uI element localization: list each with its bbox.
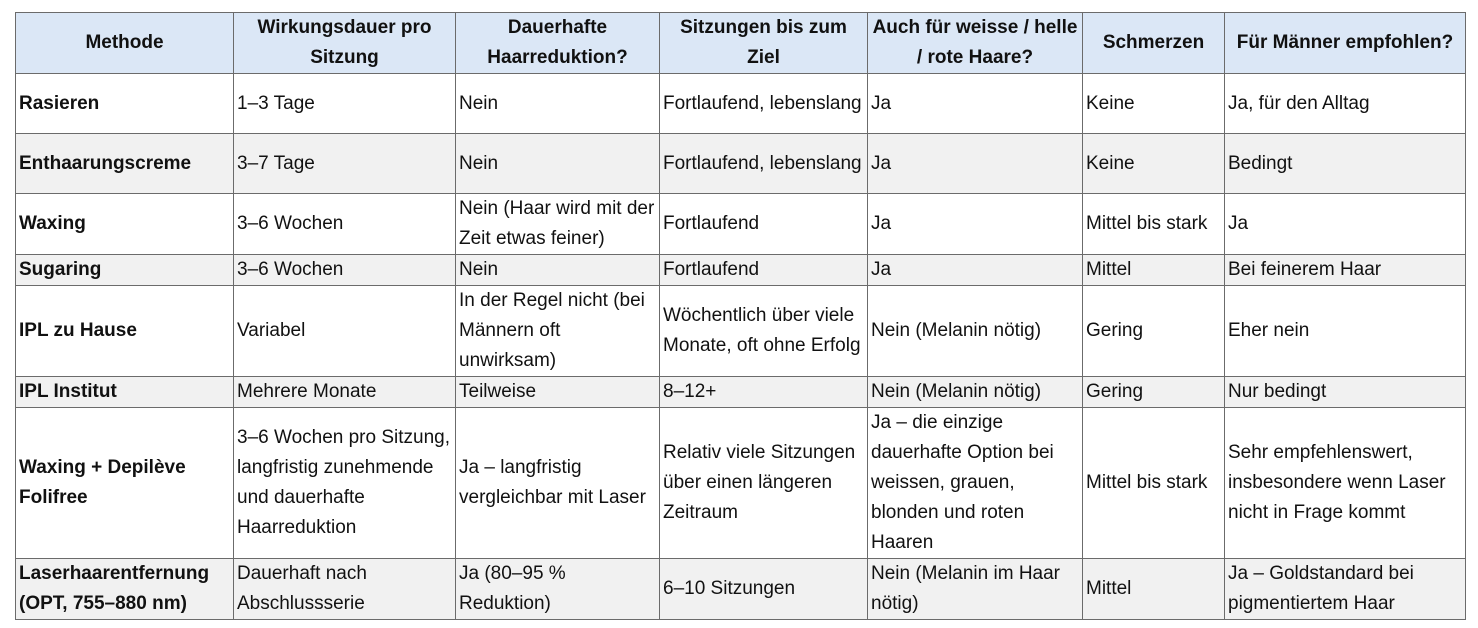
table-row: Waxing 3–6 Wochen Nein (Haar wird mit de… bbox=[15, 193, 1466, 255]
table-cell: Mittel bbox=[1082, 254, 1225, 286]
table-cell: Fortlaufend, lebenslang bbox=[659, 133, 868, 194]
table-row: IPL Institut Mehrere Monate Teilweise 8–… bbox=[15, 376, 1466, 408]
method-cell: Enthaarungscreme bbox=[15, 133, 234, 194]
table-cell: Nein (Haar wird mit der Zeit etwas feine… bbox=[455, 193, 660, 255]
table-cell: Ja bbox=[867, 133, 1083, 194]
table-cell: Mittel bbox=[1082, 558, 1225, 620]
table-cell: Keine bbox=[1082, 73, 1225, 134]
table-cell: Variabel bbox=[233, 285, 456, 377]
table-cell: 3–6 Wochen bbox=[233, 193, 456, 255]
method-cell: IPL Institut bbox=[15, 376, 234, 408]
header-helle-haare: Auch für weisse / helle / rote Haare? bbox=[867, 12, 1083, 74]
table-cell: 6–10 Sitzungen bbox=[659, 558, 868, 620]
comparison-table-container: Methode Wirkungsdauer pro Sitzung Dauerh… bbox=[15, 12, 1466, 620]
table-cell: Bei feinerem Haar bbox=[1224, 254, 1466, 286]
table-cell: Mehrere Monate bbox=[233, 376, 456, 408]
table-body: Rasieren 1–3 Tage Nein Fortlaufend, lebe… bbox=[15, 73, 1466, 620]
table-cell: Wöchentlich über viele Monate, oft ohne … bbox=[659, 285, 868, 377]
header-schmerzen: Schmerzen bbox=[1082, 12, 1225, 74]
table-cell: Nein bbox=[455, 73, 660, 134]
table-cell: Nur bedingt bbox=[1224, 376, 1466, 408]
table-cell: Ja – Goldstandard bei pigmentiertem Haar bbox=[1224, 558, 1466, 620]
header-methode: Methode bbox=[15, 12, 234, 74]
method-cell: Rasieren bbox=[15, 73, 234, 134]
table-cell: Ja bbox=[867, 193, 1083, 255]
table-cell: 3–6 Wochen pro Sitzung, langfristig zune… bbox=[233, 407, 456, 559]
table-cell: Nein bbox=[455, 133, 660, 194]
table-cell: Ja – die einzige dauerhafte Option bei w… bbox=[867, 407, 1083, 559]
table-cell: Fortlaufend, lebenslang bbox=[659, 73, 868, 134]
table-cell: Eher nein bbox=[1224, 285, 1466, 377]
table-row: Sugaring 3–6 Wochen Nein Fortlaufend Ja … bbox=[15, 254, 1466, 286]
table-cell: Fortlaufend bbox=[659, 193, 868, 255]
table-cell: Dauerhaft nach Abschlussserie bbox=[233, 558, 456, 620]
table-cell: Ja – langfristig vergleichbar mit Laser bbox=[455, 407, 660, 559]
method-cell: IPL zu Hause bbox=[15, 285, 234, 377]
table-cell: Ja bbox=[1224, 193, 1466, 255]
table-cell: Ja, für den Alltag bbox=[1224, 73, 1466, 134]
table-cell: Nein (Melanin nötig) bbox=[867, 376, 1083, 408]
header-maenner-empfohlen: Für Männer empfohlen? bbox=[1224, 12, 1466, 74]
table-cell: Ja bbox=[867, 73, 1083, 134]
table-cell: Nein (Melanin im Haar nötig) bbox=[867, 558, 1083, 620]
method-cell: Laserhaarentfernung (OPT, 755–880 nm) bbox=[15, 558, 234, 620]
table-cell: Keine bbox=[1082, 133, 1225, 194]
table-cell: 1–3 Tage bbox=[233, 73, 456, 134]
table-cell: Mittel bis stark bbox=[1082, 193, 1225, 255]
table-cell: Ja (80–95 % Reduktion) bbox=[455, 558, 660, 620]
header-sitzungen: Sitzungen bis zum Ziel bbox=[659, 12, 868, 74]
table-cell: Gering bbox=[1082, 376, 1225, 408]
table-cell: Sehr empfehlenswert, insbesondere wenn L… bbox=[1224, 407, 1466, 559]
table-cell: 8–12+ bbox=[659, 376, 868, 408]
table-row: IPL zu Hause Variabel In der Regel nicht… bbox=[15, 285, 1466, 377]
table-cell: 3–6 Wochen bbox=[233, 254, 456, 286]
table-cell: Nein bbox=[455, 254, 660, 286]
method-cell: Sugaring bbox=[15, 254, 234, 286]
header-dauerhafte-haarreduktion: Dauerhafte Haarreduktion? bbox=[455, 12, 660, 74]
table-cell: Mittel bis stark bbox=[1082, 407, 1225, 559]
method-cell: Waxing + Depilève Folifree bbox=[15, 407, 234, 559]
table-row: Laserhaarentfernung (OPT, 755–880 nm) Da… bbox=[15, 558, 1466, 620]
table-cell: Nein (Melanin nötig) bbox=[867, 285, 1083, 377]
header-wirkungsdauer: Wirkungsdauer pro Sitzung bbox=[233, 12, 456, 74]
table-cell: Bedingt bbox=[1224, 133, 1466, 194]
table-row: Enthaarungscreme 3–7 Tage Nein Fortlaufe… bbox=[15, 133, 1466, 194]
table-cell: 3–7 Tage bbox=[233, 133, 456, 194]
table-cell: Ja bbox=[867, 254, 1083, 286]
table-row: Waxing + Depilève Folifree 3–6 Wochen pr… bbox=[15, 407, 1466, 559]
method-cell: Waxing bbox=[15, 193, 234, 255]
table-cell: Fortlaufend bbox=[659, 254, 868, 286]
table-cell: Teilweise bbox=[455, 376, 660, 408]
hair-removal-comparison-table: Methode Wirkungsdauer pro Sitzung Dauerh… bbox=[15, 12, 1466, 620]
table-cell: Gering bbox=[1082, 285, 1225, 377]
table-cell: In der Regel nicht (bei Männern oft unwi… bbox=[455, 285, 660, 377]
table-row: Rasieren 1–3 Tage Nein Fortlaufend, lebe… bbox=[15, 73, 1466, 134]
table-cell: Relativ viele Sitzungen über einen länge… bbox=[659, 407, 868, 559]
table-header-row: Methode Wirkungsdauer pro Sitzung Dauerh… bbox=[15, 12, 1466, 74]
